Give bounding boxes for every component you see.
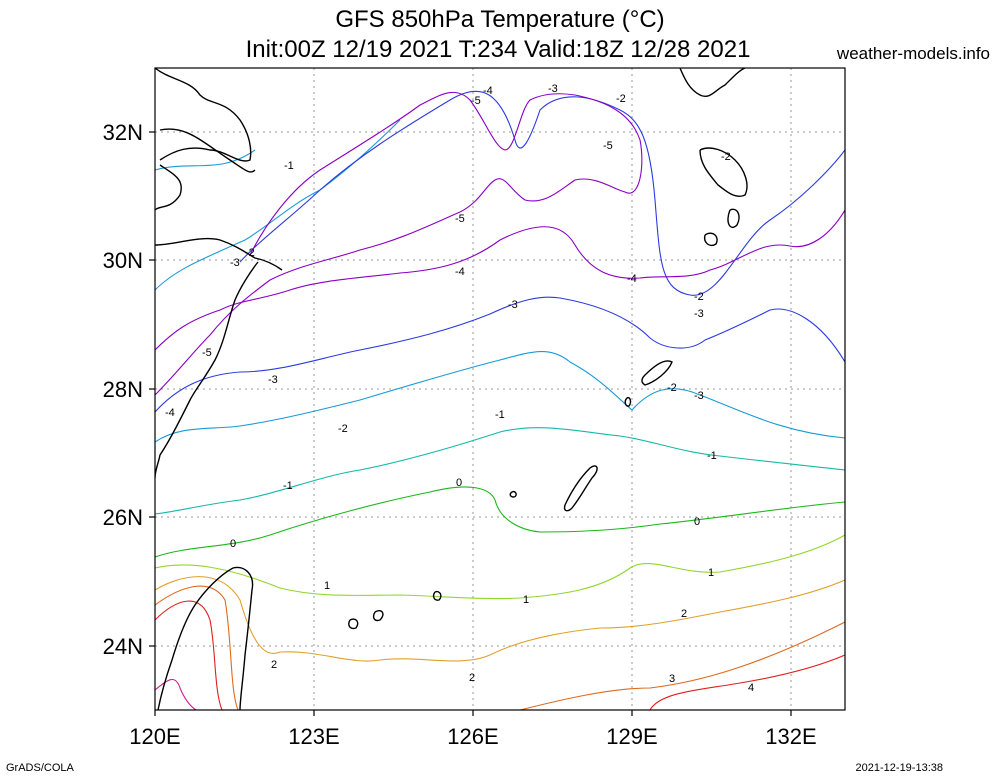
contour-label: -5: [455, 213, 465, 225]
contour-minus3: [155, 90, 845, 413]
contour-label: -3: [268, 374, 278, 386]
contour-plus5: [155, 678, 197, 710]
taiwan: [157, 566, 254, 710]
contour-label: 1: [708, 567, 714, 579]
contour-label: -4: [627, 273, 637, 285]
contour-label: -2: [694, 291, 704, 303]
lat-label-28n: 28N: [103, 377, 143, 402]
shanghai-area: [159, 128, 256, 173]
japan-island-b: [727, 208, 740, 228]
contour-label: -2: [721, 151, 731, 163]
contour-label: -3: [694, 308, 704, 320]
footer-software: GrADS/COLA: [6, 762, 74, 774]
contour-label: 2: [681, 608, 687, 620]
site-credit: weather-models.info: [836, 44, 990, 63]
lat-label-32n: 32N: [103, 120, 143, 145]
lat-label-30n: 30N: [103, 248, 143, 273]
contour-label: -3: [508, 299, 518, 311]
lon-label-120e: 120E: [129, 724, 180, 749]
contour-label: 2: [469, 672, 475, 684]
contour-plus2: [155, 576, 845, 662]
contour-label: 3: [669, 673, 675, 685]
miyako-island: [372, 610, 384, 622]
yonaguni-island: [432, 590, 442, 601]
lon-label-132e: 132E: [765, 724, 816, 749]
contour-label: -5: [471, 95, 481, 107]
title-line-1: GFS 850hPa Temperature (°C): [335, 6, 665, 33]
okinawa: [563, 465, 598, 512]
contour-label: -1: [707, 450, 717, 462]
tokara-islet: [624, 396, 632, 407]
lon-label-126e: 126E: [447, 724, 498, 749]
footer-timestamp: 2021-12-19-13:38: [855, 762, 943, 774]
contour-label: -4: [165, 407, 175, 419]
contour-plus4: [155, 600, 845, 710]
ishigaki-island: [348, 618, 359, 630]
contour-label: -2: [245, 247, 255, 259]
contour-zero: [155, 486, 845, 558]
lon-label-129e: 129E: [606, 724, 657, 749]
contour-label: 1: [523, 594, 529, 606]
contour-label: -4: [455, 266, 465, 278]
contour-minus4: [155, 209, 845, 351]
lon-label-123e: 123E: [288, 724, 339, 749]
korea-south-coast: [679, 68, 746, 97]
contour-plus1: [155, 534, 845, 600]
lat-label-24n: 24N: [103, 634, 143, 659]
contour-label: -5: [603, 140, 613, 152]
axis-ticks: [149, 131, 792, 716]
contour-label: -1: [495, 409, 505, 421]
contour-label: -1: [284, 160, 294, 172]
contour-label: -3: [694, 390, 704, 402]
lat-label-26n: 26N: [103, 505, 143, 530]
contour-label: -2: [667, 382, 677, 394]
contour-minus1: [155, 427, 845, 515]
contour-label: -5: [202, 347, 212, 359]
japan-island-a: [703, 232, 718, 247]
contour-label: -2: [616, 93, 626, 105]
contour-label: -4: [483, 85, 493, 97]
contour-label: -3: [230, 257, 240, 269]
contour-plus3: [155, 585, 845, 710]
kume-island: [509, 490, 517, 498]
contour-label: 2: [271, 659, 277, 671]
contour-label: -3: [548, 83, 558, 95]
contour-label: 4: [748, 682, 754, 694]
contour-label: 1: [324, 580, 330, 592]
title-line-2: Init:00Z 12/19 2021 T:234 Valid:18Z 12/2…: [245, 36, 751, 63]
kyushu: [699, 147, 748, 197]
contour-label: -1: [283, 480, 293, 492]
contour-label: 0: [230, 538, 236, 550]
contour-label: -2: [338, 423, 348, 435]
coastlines: [155, 68, 748, 710]
contour-label: 0: [456, 477, 462, 489]
grid-lines: [155, 68, 845, 710]
amami-oshima: [641, 360, 673, 386]
contour-labels: -4 -5 -3 -2 -5 -2 -1 -5 -2 -3 -4 -4 -2 -…: [165, 83, 754, 694]
contour-label: 0: [694, 516, 700, 528]
contour-minus2: [155, 119, 845, 443]
contour-minus5: [155, 91, 643, 396]
china-coast: [155, 68, 283, 479]
